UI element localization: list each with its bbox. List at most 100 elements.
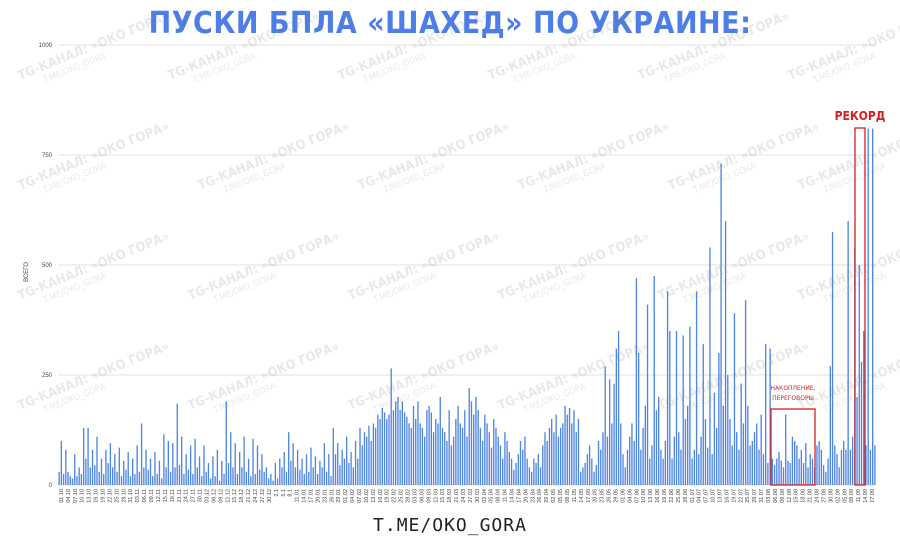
x-tick-label: 17.09 [870,489,876,503]
bar [143,467,145,485]
bar [58,471,60,485]
bar [339,465,341,485]
bar [691,458,693,485]
bar [646,304,649,485]
watermark: TG-КАНАЛ: «ОКО ГОРА»T.ME/OKO_GORA [636,9,792,86]
x-tick-label: 02.05 [551,489,557,503]
bar [176,403,178,485]
bar [720,163,722,486]
bar [836,454,838,485]
bar [736,432,738,485]
bar [82,427,85,485]
x-tick-label: 29.01 [336,489,342,503]
watermark: TG-КАНАЛ: «ОКО ГОРА»T.ME/OKO_GORA [346,229,502,306]
watermark-text: TG-КАНАЛ: «ОКО ГОРА» [336,9,492,84]
bar [156,474,158,485]
bar [129,476,132,485]
bar [100,458,103,485]
bar [791,436,794,485]
x-tick-label: 2.1 [274,489,280,497]
watermark-text: TG-КАНАЛ: «ОКО ГОРА» [656,339,812,414]
bar [107,463,109,485]
x-tick-label: 30.11 [198,489,204,502]
bar [497,436,499,485]
watermark: TG-КАНАЛ: «ОКО ГОРА»T.ME/OKO_GORA [486,9,642,86]
watermark-text: TG-КАНАЛ: «ОКО ГОРА» [516,119,672,194]
bar [633,441,635,485]
bar [123,460,125,485]
bar [834,445,836,485]
x-tick-label: 25.10 [114,489,120,503]
bar [684,419,687,485]
x-tick-label: 21.11 [177,489,183,502]
watermark-text: TG-КАНАЛ: «ОКО ГОРА» [496,229,652,304]
bar [330,476,332,485]
bar [586,454,589,485]
bar [600,449,602,485]
bar [464,410,466,485]
bar [740,383,742,485]
bar [816,445,818,485]
bar [580,471,582,485]
bar [450,445,453,485]
bar [479,427,482,485]
bar [105,449,107,485]
bar [310,447,312,485]
bar [60,441,63,485]
bar [711,454,713,485]
x-tick-label: 04.10 [66,489,72,503]
bar [751,441,753,485]
x-tick-label: 07.06 [634,489,640,503]
watermark-text: TG-КАНАЛ: «ОКО ГОРА» [186,339,342,414]
bar [419,423,421,485]
bar [501,458,504,485]
bar [210,478,212,485]
bar [860,361,863,485]
bar [276,478,279,485]
bar [704,419,707,485]
bar [597,441,600,485]
x-tick-label: 25.06 [676,489,682,503]
y-tick-label: 750 [42,153,53,159]
x-tick-label: 22.02 [392,489,398,503]
bar [212,456,214,485]
x-tick-label: 08.04 [496,489,502,503]
bar [729,419,731,485]
bar [94,465,96,485]
bar [234,443,236,485]
bar [851,436,854,485]
bar [125,469,127,485]
bar [267,478,270,485]
bar [296,449,299,485]
x-tick-label: 16.02 [378,489,384,503]
bar [742,423,745,485]
bar [477,410,479,485]
x-tick-label: 03.12 [204,489,210,503]
bar [410,427,412,485]
bar [486,423,488,485]
x-tick-label: 17.01 [308,489,314,503]
watermark-text: TG-КАНАЛ: «ОКО ГОРА» [656,229,812,304]
bar [236,474,239,485]
bar [519,441,522,485]
bar [361,445,363,485]
bar [154,452,156,485]
bar [265,467,268,485]
bar [629,436,631,485]
x-tick-label: 17.04 [516,489,522,503]
bar [733,313,736,485]
bar [484,414,486,485]
watermark-text: TG-КАНАЛ: «ОКО ГОРА» [346,339,502,414]
bar [452,436,455,485]
bar [533,458,535,485]
bar [185,454,187,485]
x-tick-label: 08.09 [849,489,855,503]
bar [432,432,435,485]
x-tick-label: 19.02 [385,489,391,503]
watermark: TG-КАНАЛ: «ОКО ГОРА»T.ME/OKO_GORA [656,229,812,306]
x-tick-label: 01.06 [620,489,626,503]
bar [673,436,675,485]
x-tick-label: 20.05 [593,489,599,503]
watermark-text: TG-КАНАЛ: «ОКО ГОРА» [196,119,352,194]
x-tick-label: 13.06 [648,489,654,503]
